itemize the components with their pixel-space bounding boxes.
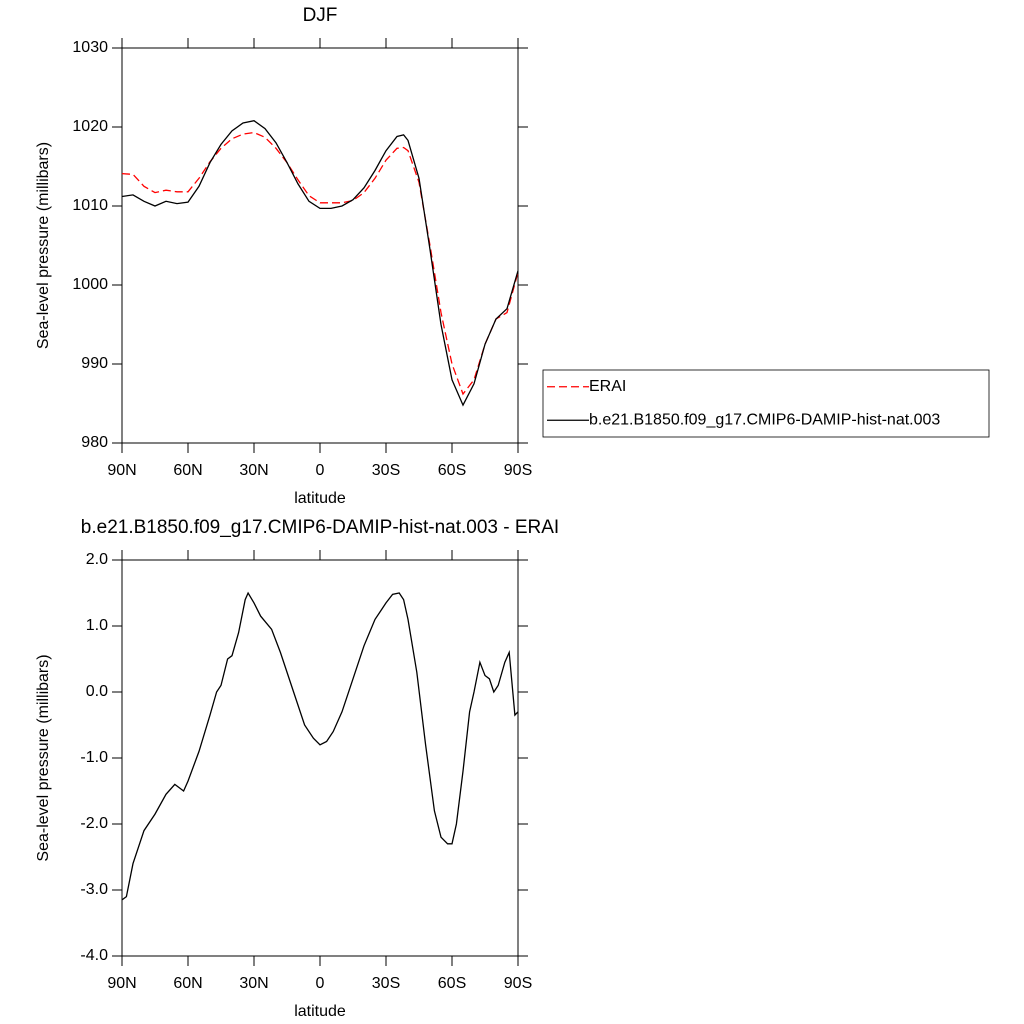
y-tick-label: 1010 [72, 197, 108, 214]
y-tick-label: 1000 [72, 276, 108, 293]
chart-title: DJF [303, 5, 338, 26]
y-axis-label: Sea-level pressure (millibars) [35, 654, 52, 861]
x-tick-label: 90S [504, 462, 532, 479]
y-tick-label: -2.0 [80, 815, 108, 832]
y-tick-label: 1030 [72, 39, 108, 56]
plot-frame [121, 47, 519, 444]
y-tick-label: 0.0 [86, 683, 108, 700]
x-tick-label: 30N [239, 975, 268, 992]
data-line [121, 591, 519, 901]
y-tick-label: -3.0 [80, 881, 108, 898]
x-tick-label: 90S [504, 975, 532, 992]
y-tick-label: 990 [81, 355, 108, 372]
chart-title: b.e21.B1850.f09_g17.CMIP6-DAMIP-hist-nat… [81, 517, 559, 538]
y-tick-label: 1.0 [86, 617, 108, 634]
legend-box [542, 369, 990, 438]
x-tick-label: 30S [372, 975, 400, 992]
x-tick-label: 60S [438, 975, 466, 992]
y-axis-label: Sea-level pressure (millibars) [35, 142, 52, 349]
y-tick-label: 1020 [72, 118, 108, 135]
x-tick-label: 90N [107, 462, 136, 479]
plot-frame [121, 559, 519, 957]
legend-label: b.e21.B1850.f09_g17.CMIP6-DAMIP-hist-nat… [589, 411, 940, 428]
x-tick-label: 60N [173, 975, 202, 992]
series-line [121, 131, 519, 396]
x-tick-label: 0 [316, 975, 325, 992]
y-tick-label: -1.0 [80, 749, 108, 766]
series-line [121, 120, 519, 407]
x-tick-label: 30S [372, 462, 400, 479]
x-tick-label: 0 [316, 462, 325, 479]
x-tick-label: 90N [107, 975, 136, 992]
x-tick-label: 60N [173, 462, 202, 479]
y-tick-label: -4.0 [80, 947, 108, 964]
legend-label: ERAI [589, 378, 626, 395]
y-tick-label: 980 [81, 434, 108, 451]
x-axis-label: latitude [294, 490, 346, 507]
x-tick-label: 30N [239, 462, 268, 479]
x-tick-label: 60S [438, 462, 466, 479]
x-axis-label: latitude [294, 1003, 346, 1020]
y-tick-label: 2.0 [86, 551, 108, 568]
